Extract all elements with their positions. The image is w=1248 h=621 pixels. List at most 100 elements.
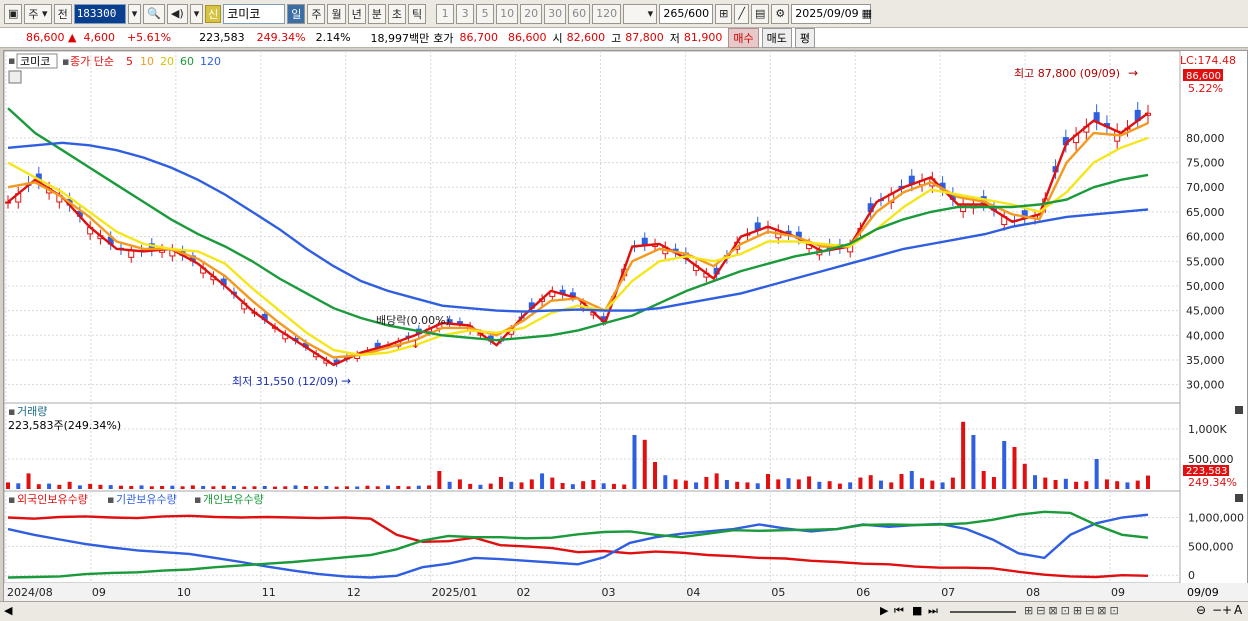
- chart-icon[interactable]: ▣: [4, 3, 23, 24]
- price-tick-label: 70,000: [1186, 181, 1225, 194]
- chart-area[interactable]: 30,000 35,000 40,000 45,000 50,000 55,000 60,0…: [3, 50, 1248, 602]
- date-value: 2025/09/09: [795, 7, 859, 20]
- volume-bar: [961, 421, 966, 489]
- volume-bar: [498, 477, 503, 489]
- holding-tick-label: 0: [1188, 569, 1195, 582]
- buy-button[interactable]: 매수: [728, 27, 759, 48]
- close-panel-icon[interactable]: [1235, 494, 1243, 502]
- volume-bar: [868, 475, 873, 489]
- legend-foreign: 외국인보유수량: [17, 493, 88, 506]
- plus-icon[interactable]: +: [1222, 603, 1233, 617]
- zoom-out-icon[interactable]: ⊖: [1196, 603, 1207, 617]
- sell-button[interactable]: 매도: [761, 27, 792, 48]
- interval-button[interactable]: 10: [496, 3, 519, 24]
- lc-label: LC:174.48: [1180, 54, 1236, 67]
- count-field[interactable]: 265/600: [659, 3, 714, 24]
- volume-bar: [293, 485, 298, 489]
- list-dropdown-icon[interactable]: ▾: [189, 3, 204, 24]
- tab-period-second[interactable]: 초: [387, 3, 406, 24]
- price-change: 4,600: [83, 31, 115, 44]
- interval-button[interactable]: 5: [476, 3, 495, 24]
- volume-bar: [437, 471, 442, 489]
- volume-value: 223,583: [199, 31, 245, 44]
- interval-button[interactable]: 3: [456, 3, 475, 24]
- ma-line-120: [7, 141, 1149, 313]
- stock-name-field[interactable]: 코미코: [223, 3, 286, 24]
- stop-icon[interactable]: ■: [912, 604, 923, 617]
- zoom-slider[interactable]: [950, 611, 1016, 613]
- pct-tag: 5.22%: [1188, 82, 1223, 95]
- grid-toggle-icon[interactable]: [8, 70, 22, 84]
- tab-period-minute[interactable]: 분: [367, 3, 386, 24]
- volume-bar: [735, 481, 740, 489]
- date-field[interactable]: 2025/09/09 ▦: [791, 3, 873, 24]
- volume-bar: [817, 481, 822, 489]
- volume-bar: [601, 483, 606, 489]
- scroll-status-bar: ◀ ▶ ⏮ ■ ⏭ ⊞⊟⊠⊡⊞⊟⊠⊡ ⊖ − + A: [0, 601, 1248, 621]
- volume-bar: [468, 483, 473, 489]
- prev-button[interactable]: 전: [53, 3, 72, 24]
- interval-button[interactable]: 120: [592, 3, 622, 24]
- tool-icons[interactable]: ⊞⊟⊠⊡⊞⊟⊠⊡: [1024, 604, 1122, 617]
- stock-code-input[interactable]: 183300: [73, 3, 126, 24]
- scroll-right-icon[interactable]: ▶: [880, 604, 889, 617]
- draw-tool-icon[interactable]: ╱: [734, 3, 749, 24]
- price-tick-label: 45,000: [1186, 305, 1225, 318]
- price-tick-label: 55,000: [1186, 255, 1225, 268]
- legend-bullet: ▪: [62, 55, 69, 68]
- ask-price-2: 86,600: [508, 31, 547, 44]
- scroll-first-icon[interactable]: ⏮: [894, 604, 904, 617]
- tab-period-month[interactable]: 월: [327, 3, 346, 24]
- interval-button[interactable]: 1: [436, 3, 455, 24]
- volume-bar: [160, 486, 165, 489]
- open-label: 시: [552, 31, 563, 45]
- close-panel-icon[interactable]: [1235, 406, 1243, 414]
- type-select[interactable]: 주 ▾: [24, 3, 52, 24]
- volume-bar: [745, 482, 750, 489]
- volume-bar: [180, 486, 185, 489]
- x-axis-bar: [4, 583, 1248, 602]
- x-tick-label: 07: [941, 586, 955, 599]
- save-icon[interactable]: ▤: [750, 3, 770, 24]
- evaluate-button[interactable]: 평: [794, 27, 816, 48]
- interval-button[interactable]: 60: [568, 3, 591, 24]
- interval-button[interactable]: 20: [520, 3, 543, 24]
- tab-period-tick[interactable]: 틱: [407, 3, 427, 24]
- scroll-last-icon[interactable]: ⏭: [928, 604, 938, 617]
- holding-line: [7, 510, 1149, 579]
- interval-dropdown-icon[interactable]: ▾: [623, 3, 658, 24]
- volume-bar: [201, 486, 206, 489]
- volume-bar: [221, 485, 226, 489]
- volume-bar: [129, 486, 134, 489]
- tab-period-week[interactable]: 주: [307, 3, 326, 24]
- volume-bar: [570, 484, 575, 489]
- volume-title: 거래량: [17, 405, 47, 418]
- volume-bar: [991, 477, 996, 489]
- type-select-value: 주: [28, 7, 39, 21]
- minus-icon[interactable]: −: [1212, 603, 1223, 617]
- price-tag-box: [1183, 69, 1223, 81]
- volume-bar: [766, 474, 770, 489]
- tab-period-day[interactable]: 일: [287, 3, 306, 24]
- code-dropdown-icon[interactable]: ▾: [127, 3, 142, 24]
- ask-label: 호가: [433, 31, 454, 45]
- x-tick-label: 09: [1111, 586, 1125, 599]
- chart-tool-icon[interactable]: ⊞: [715, 3, 733, 24]
- volume-bar: [365, 485, 370, 489]
- font-size-icon[interactable]: A: [1234, 603, 1243, 617]
- volume-bar: [416, 485, 421, 489]
- volume-bar: [406, 486, 411, 489]
- speaker-icon[interactable]: ◀): [166, 3, 188, 24]
- gear-icon[interactable]: ⚙: [771, 3, 790, 24]
- stock-chart-svg[interactable]: 30,000 35,000 40,000 45,000 50,000 55,000 60,0…: [3, 50, 1248, 602]
- menu-icon[interactable]: ▪: [8, 54, 15, 67]
- tab-period-year[interactable]: 년: [347, 3, 366, 24]
- price-tick-label: 30,000: [1186, 379, 1225, 392]
- holding-tick-label: 500,000: [1188, 540, 1234, 553]
- search-icon[interactable]: 🔍: [143, 3, 165, 24]
- calendar-icon[interactable]: ▦: [861, 7, 873, 20]
- price-tag: 86,600: [1186, 71, 1221, 82]
- volume-value-label: 223,583주(249.34%): [8, 419, 121, 432]
- scroll-left-icon[interactable]: ◀: [4, 604, 13, 617]
- interval-button[interactable]: 30: [544, 3, 567, 24]
